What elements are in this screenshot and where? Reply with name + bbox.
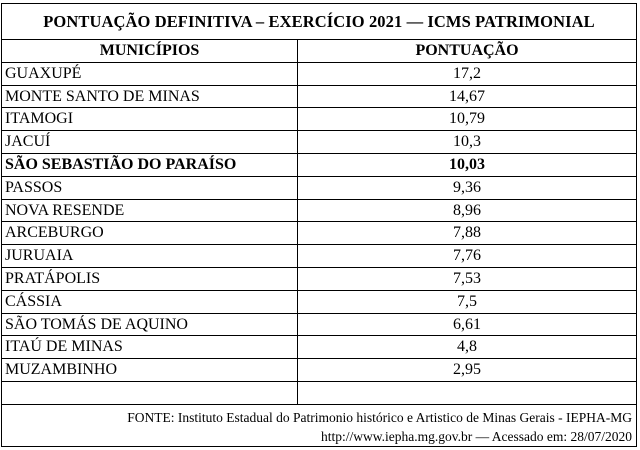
pontuacao-cell: 4,8 [457, 338, 477, 356]
municipio-cell: JACUÍ [2, 131, 298, 153]
table-row: CÁSSIA 7,5 [2, 290, 636, 314]
pontuacao-cell: 10,3 [453, 133, 481, 151]
municipio-cell: ITAÚ DE MINAS [2, 336, 298, 359]
pontuacao-cell: 17,2 [453, 64, 481, 82]
table-row: ITAMOGI 10,79 [2, 108, 636, 132]
pontuacao-cell: 10,79 [449, 110, 485, 128]
municipio-cell: PRATÁPOLIS [2, 267, 298, 290]
table-row-empty [2, 381, 636, 405]
score-table: PONTUAÇÃO DEFINITIVA – EXERCÍCIO 2021 — … [1, 3, 637, 447]
empty-cell [2, 381, 298, 404]
pontuacao-cell: 6,61 [453, 315, 481, 333]
table-row: ITAÚ DE MINAS 4,8 [2, 336, 636, 360]
table-row: NOVA RESENDE 8,96 [2, 199, 636, 223]
table-row: PASSOS 9,36 [2, 176, 636, 200]
table-header-row: MUNICÍPIOS PONTUAÇÃO [2, 40, 636, 63]
table-row: ARCEBURGO 7,88 [2, 222, 636, 246]
municipio-cell: CÁSSIA [2, 290, 298, 313]
municipio-cell: NOVA RESENDE [2, 199, 298, 222]
column-header-municipios: MUNICÍPIOS [2, 40, 298, 62]
pontuacao-cell: 2,95 [453, 361, 481, 379]
empty-cell [298, 382, 636, 404]
municipio-cell: PASSOS [2, 176, 298, 199]
table-row: JACUÍ 10,3 [2, 131, 636, 154]
pontuacao-cell: 7,5 [457, 292, 477, 310]
table-row: JURUAIA 7,76 [2, 245, 636, 268]
municipio-cell: SÃO TOMÁS DE AQUINO [2, 313, 298, 336]
table-row: PRATÁPOLIS 7,53 [2, 267, 636, 291]
table-row: GUAXUPÉ 17,2 [2, 62, 636, 86]
pontuacao-cell: 7,53 [453, 269, 481, 287]
footer-source: FONTE: Instituto Estadual do Patrimonio … [2, 405, 636, 446]
table-row-highlighted: SÃO SEBASTIÃO DO PARAÍSO 10,03 [2, 153, 636, 177]
pontuacao-cell: 14,67 [449, 87, 485, 105]
pontuacao-cell: 7,88 [453, 224, 481, 242]
footer-source-text: FONTE: Instituto Estadual do Patrimonio … [127, 409, 632, 425]
table-row: MONTE SANTO DE MINAS 14,67 [2, 85, 636, 109]
municipio-cell: ITAMOGI [2, 108, 298, 131]
footer-link-text: http://www.iepha.mg.gov.br — Acessado em… [321, 428, 632, 444]
pontuacao-cell: 10,03 [449, 155, 485, 173]
table-row: MUZAMBINHO 2,95 [2, 359, 636, 382]
pontuacao-cell: 9,36 [453, 178, 481, 196]
table-row: SÃO TOMÁS DE AQUINO 6,61 [2, 313, 636, 337]
municipio-cell: GUAXUPÉ [2, 62, 298, 85]
municipio-cell: ARCEBURGO [2, 222, 298, 245]
pontuacao-cell: 8,96 [453, 201, 481, 219]
pontuacao-cell: 7,76 [453, 247, 481, 265]
municipio-cell: MONTE SANTO DE MINAS [2, 85, 298, 108]
municipio-cell: MUZAMBINHO [2, 359, 298, 381]
column-header-pontuacao: PONTUAÇÃO [415, 42, 519, 59]
municipio-cell: JURUAIA [2, 245, 298, 267]
table-title: PONTUAÇÃO DEFINITIVA – EXERCÍCIO 2021 — … [2, 4, 636, 40]
municipio-cell: SÃO SEBASTIÃO DO PARAÍSO [2, 153, 298, 176]
